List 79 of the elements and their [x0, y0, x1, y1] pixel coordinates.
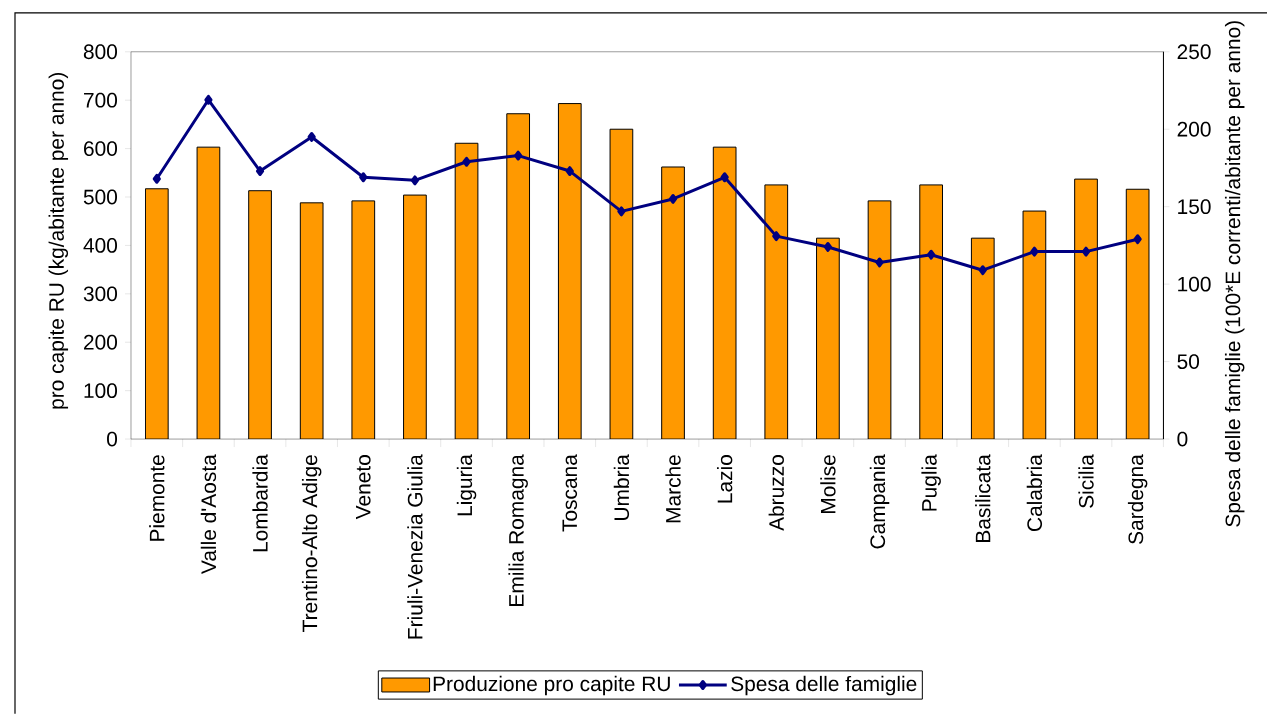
x-tick-label: Trentino-Alto Adige: [301, 455, 322, 632]
point: [1030, 246, 1039, 257]
x-tick-label: Basilicata: [975, 454, 991, 543]
bar: [144, 188, 169, 440]
x-tick-label: Marche: [665, 455, 681, 523]
x-tick-label: Sardegna: [1127, 454, 1148, 544]
y2-tick-label: 150: [1178, 199, 1211, 215]
y-tick-label: 500: [83, 189, 118, 205]
x-tick-label: Emilia Romagna: [508, 454, 528, 606]
bar: [1022, 210, 1047, 440]
x-tick-label: Piemonte: [149, 455, 165, 541]
x-tick-label: Molise: [820, 455, 836, 513]
point: [668, 194, 678, 204]
y-tick-label: 600: [84, 141, 118, 157]
y-tick-label: 200: [84, 334, 118, 350]
bar: [506, 113, 531, 440]
y2-tick-label: 200: [1177, 121, 1211, 137]
bar: [970, 237, 995, 440]
bar: [712, 146, 737, 440]
y2-tick-label: 100: [1178, 276, 1211, 292]
point: [204, 94, 213, 105]
point: [410, 175, 420, 186]
x-tick-label: Sicilia: [1078, 454, 1094, 508]
x-tick-label: Toscana: [562, 454, 578, 532]
point: [772, 231, 781, 242]
x-tick-label: Umbria: [613, 454, 630, 521]
point: [1081, 246, 1091, 257]
y2-tick-label: 250: [1177, 44, 1211, 60]
bar: [351, 200, 376, 440]
point: [1133, 234, 1142, 245]
y-tick-label: 0: [107, 431, 118, 447]
y-tick-label: 700: [84, 92, 118, 108]
point: [875, 257, 884, 268]
y2-tick-label: 0: [1177, 431, 1188, 447]
bar: [919, 184, 943, 440]
y-tick-label: 800: [83, 44, 118, 60]
bar: [764, 184, 789, 440]
point: [823, 242, 833, 253]
point: [359, 172, 368, 183]
y2-axis-title: Spesa delle famiglie (100*E correnti/abitante per anno): [1224, 21, 1245, 527]
bar: [816, 237, 840, 440]
bar: [196, 146, 221, 440]
y-tick-label: 400: [83, 238, 118, 253]
point: [927, 249, 936, 260]
point: [152, 173, 161, 184]
x-tick-label: Puglia: [921, 454, 941, 511]
x-tick-label: Liguria: [456, 454, 477, 516]
x-tick-label: Calabria: [1026, 454, 1043, 532]
bar: [1125, 188, 1150, 440]
bar: [1074, 178, 1098, 440]
x-tick-label: Lazio: [716, 455, 733, 503]
bar: [403, 194, 427, 440]
bar: [557, 103, 582, 440]
y2-tick-label: 50: [1177, 354, 1200, 370]
legend-label: Spesa delle famiglie: [731, 675, 917, 696]
point: [462, 156, 471, 167]
bar: [867, 200, 892, 440]
x-tick-label: Lombardia: [252, 454, 268, 552]
bar: [299, 202, 324, 440]
x-tick-label: Friuli-Venezia Giulia: [407, 454, 423, 639]
point: [978, 265, 987, 276]
point: [307, 132, 316, 143]
point: [514, 150, 523, 161]
y-axis-title: pro capite RU (kg/abitante per anno): [48, 73, 69, 409]
bar: [248, 190, 272, 440]
y-tick-label: 100: [84, 383, 118, 399]
x-tick-label: Valle d'Aosta: [200, 454, 217, 574]
point: [720, 172, 729, 183]
x-tick-label: Veneto: [356, 455, 371, 520]
point: [617, 206, 626, 217]
bar: [661, 166, 685, 440]
x-tick-label: Campania: [869, 454, 890, 549]
y-tick-label: 300: [83, 286, 118, 302]
point: [255, 166, 265, 177]
point: [565, 166, 574, 177]
x-tick-label: Abruzzo: [768, 455, 784, 531]
bar: [454, 142, 479, 440]
legend-label: Produzione pro capite RU: [433, 675, 670, 696]
bar: [609, 128, 634, 440]
